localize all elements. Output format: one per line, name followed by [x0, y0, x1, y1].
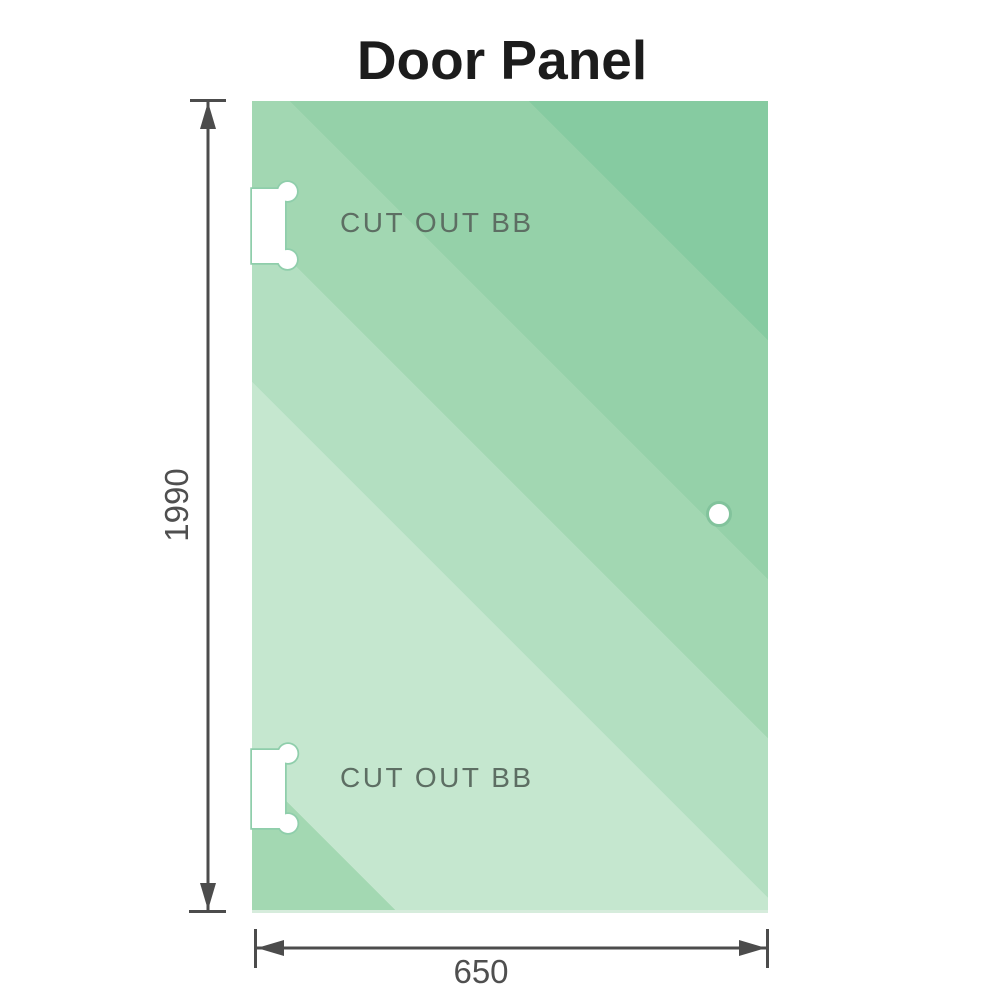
height-dimension-label: 1990	[158, 468, 195, 542]
glass-panel	[252, 101, 768, 913]
width-dimension-arrow	[254, 929, 769, 968]
cutout-label-top: CUT OUT BB	[340, 207, 534, 238]
page-title: Door Panel	[356, 29, 648, 91]
bottom-hinge-cutout	[250, 742, 300, 835]
handle-hole	[706, 501, 732, 527]
top-hinge-cutout	[250, 180, 299, 271]
width-dimension-label: 650	[453, 953, 509, 990]
cutout-label-bottom: CUT OUT BB	[340, 762, 534, 793]
height-dimension-arrow	[189, 99, 226, 913]
